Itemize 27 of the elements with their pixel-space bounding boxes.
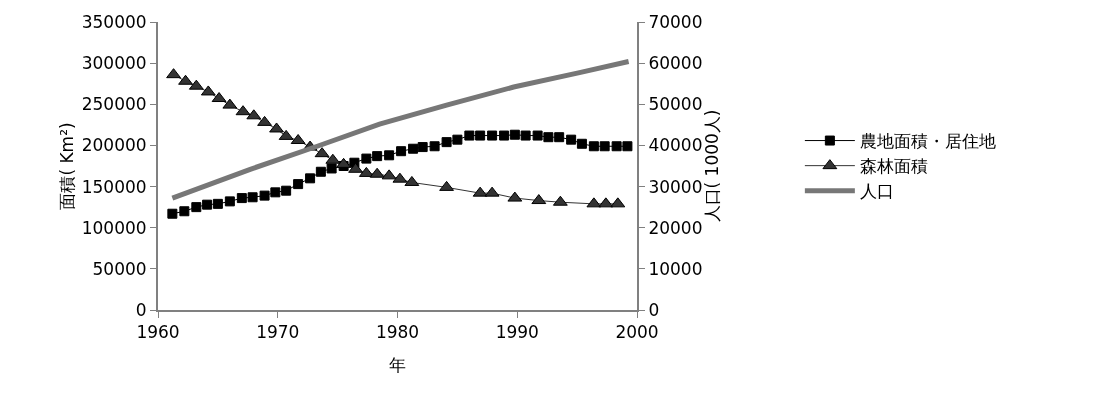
x-tick-label: 1980: [375, 322, 420, 343]
y2-tick-label: 70000: [648, 11, 703, 32]
y2-tick-label: 0: [648, 299, 660, 320]
y2-tick-label: 60000: [648, 53, 703, 74]
y2-tick-label: 50000: [648, 94, 703, 115]
y-tick-label: 350000: [81, 11, 147, 32]
y-tick-label: 300000: [81, 53, 147, 74]
y-tick-label: 0: [135, 299, 147, 320]
y-tick-label: 150000: [81, 176, 147, 197]
legend-label: 農地面積・居住地: [859, 131, 996, 152]
legend-label: 人口: [859, 181, 894, 202]
y-tick-label: 250000: [81, 94, 147, 115]
y2-tick-label: 20000: [648, 217, 703, 238]
y2-tick-label: 30000: [648, 176, 703, 197]
x-tick-label: 1960: [136, 322, 180, 343]
legend-label: 森林面積: [859, 156, 928, 177]
y2-tick-label: 40000: [648, 135, 703, 156]
x-axis-title: 年: [389, 355, 406, 376]
x-tick-label: 1990: [495, 322, 539, 343]
x-tick-label: 2000: [615, 322, 659, 343]
y2-axis-title: 人口( 1000人): [702, 109, 723, 223]
y-tick-label: 100000: [81, 217, 147, 238]
y2-tick-label: 10000: [648, 258, 703, 279]
y-tick-label: 50000: [92, 258, 147, 279]
x-tick-label: 1970: [256, 322, 300, 343]
y-axis-title: 面積( Km²): [56, 122, 77, 210]
y-tick-label: 200000: [81, 135, 147, 156]
